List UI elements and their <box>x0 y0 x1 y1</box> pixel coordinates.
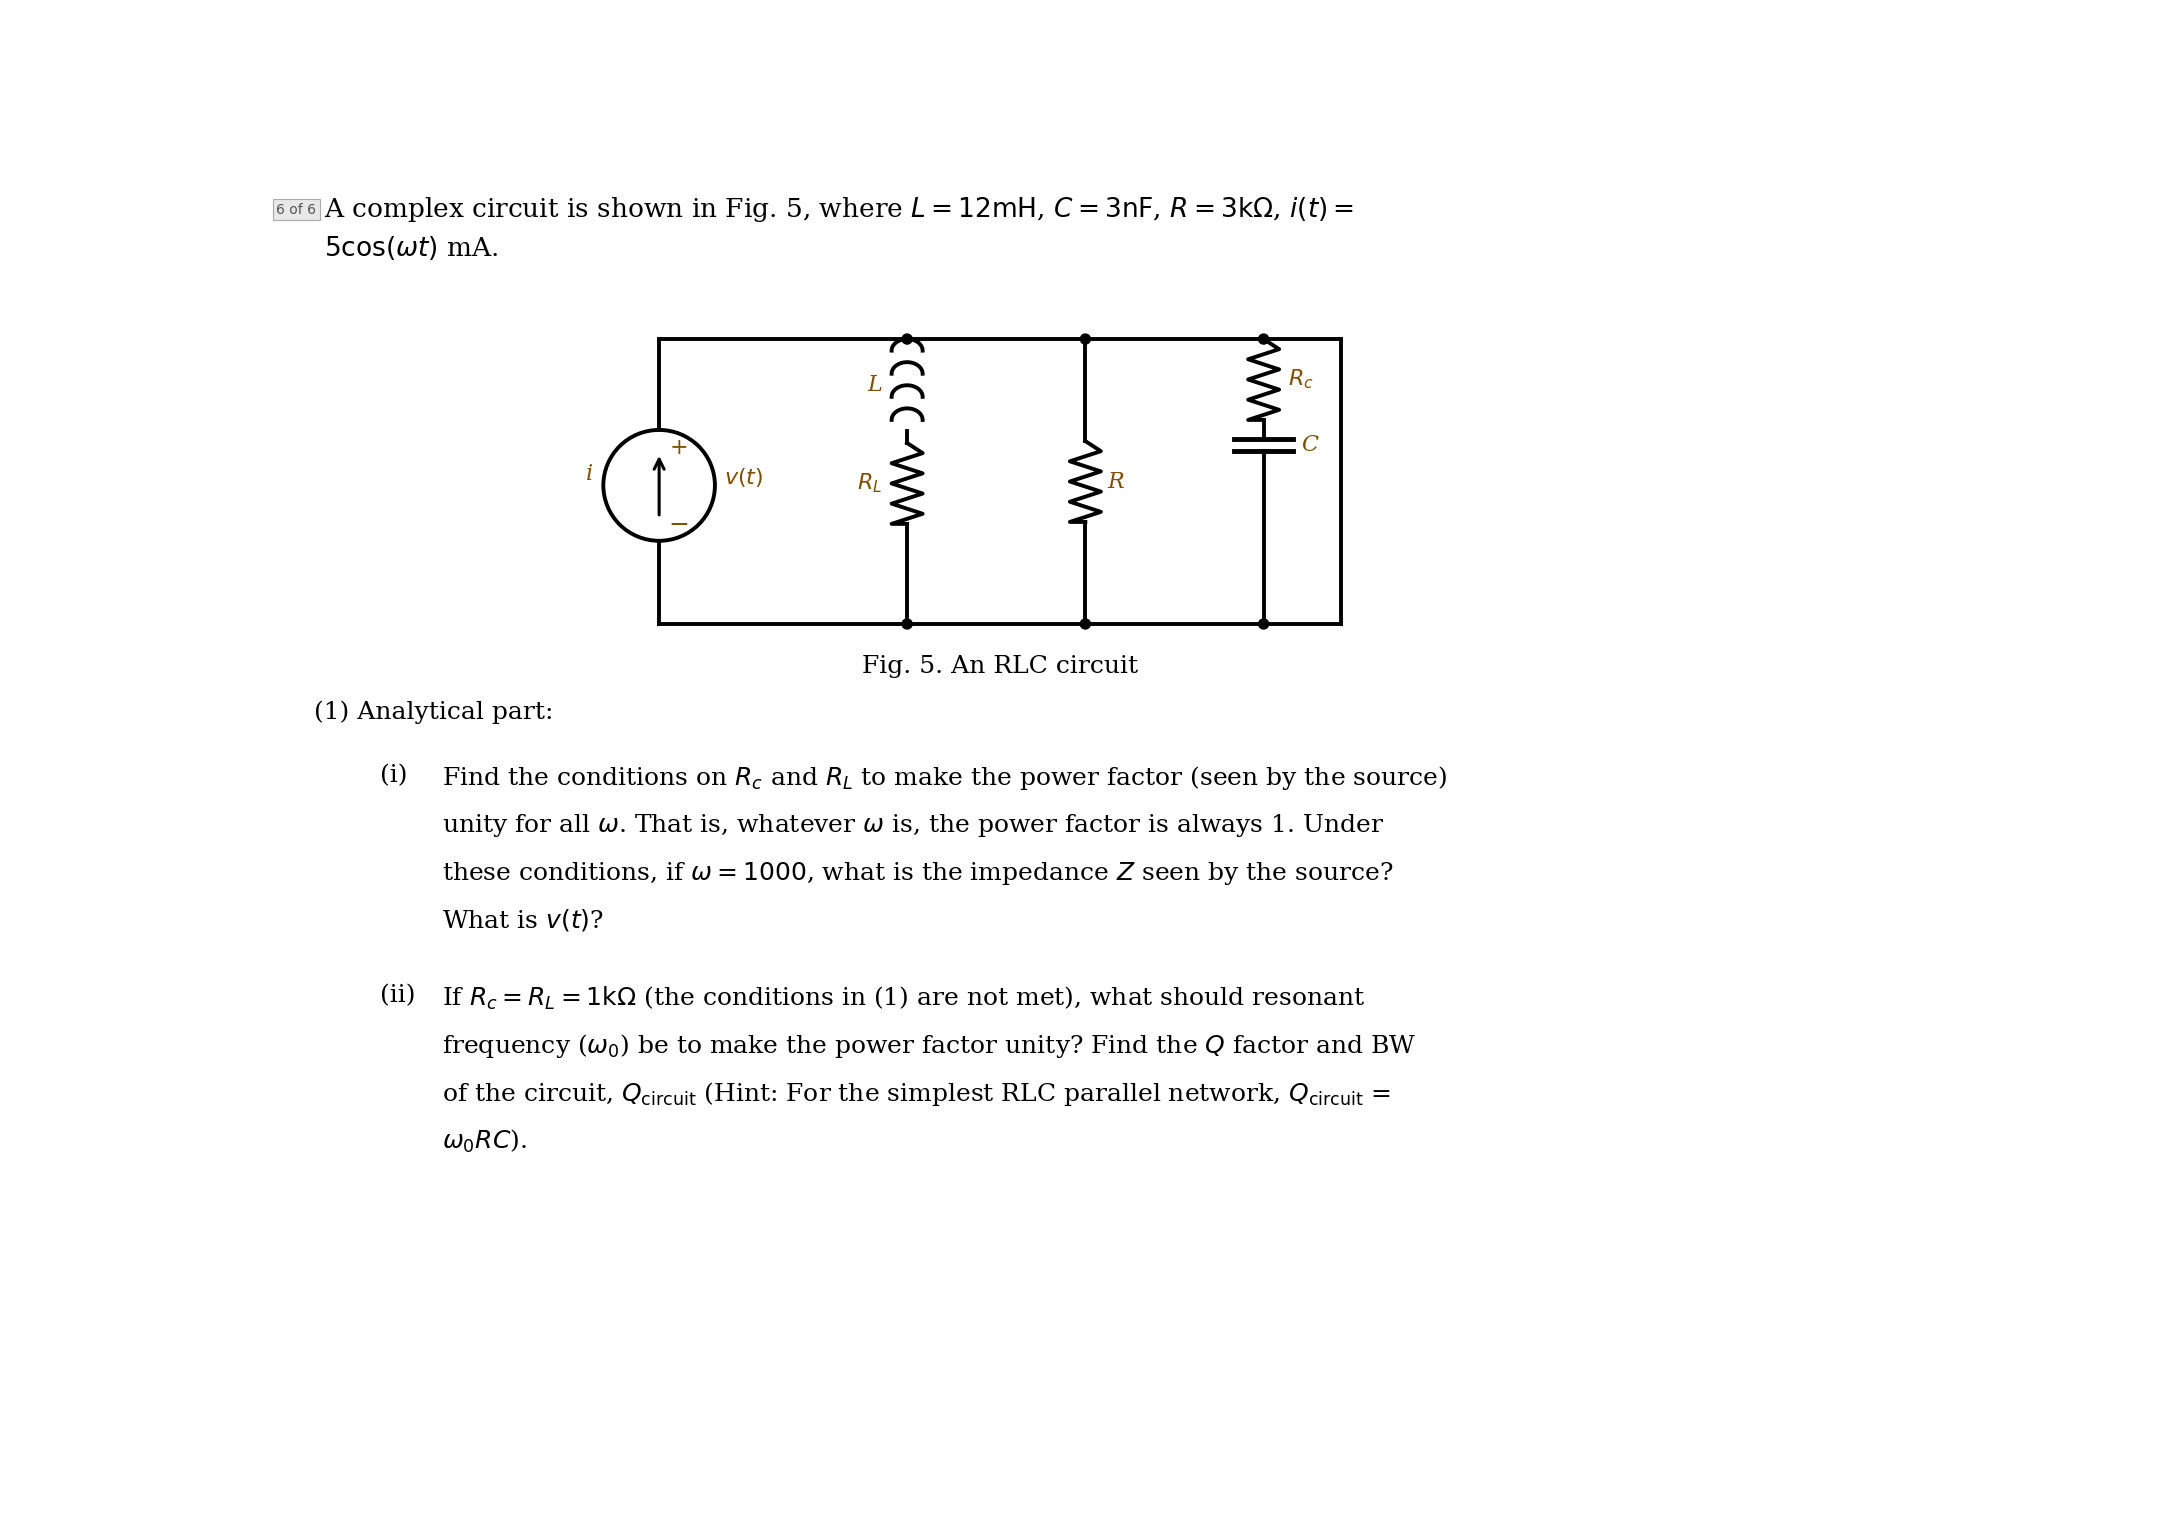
Text: 6 of 6: 6 of 6 <box>276 203 317 216</box>
Circle shape <box>1080 618 1091 629</box>
Circle shape <box>1258 334 1269 344</box>
Text: If $R_c = R_L{=}1\mathrm{k}\Omega$ (the conditions in (1) are not met), what sho: If $R_c = R_L{=}1\mathrm{k}\Omega$ (the … <box>441 984 1365 1011</box>
Text: What is $v(t)$?: What is $v(t)$? <box>441 908 604 934</box>
Text: frequency ($\omega_0$) be to make the power factor unity? Find the $Q$ factor an: frequency ($\omega_0$) be to make the po… <box>441 1033 1417 1060</box>
Circle shape <box>902 334 913 344</box>
Text: A complex circuit is shown in Fig. 5, where $L = 12\mathrm{mH}$, $C = 3\mathrm{n: A complex circuit is shown in Fig. 5, wh… <box>324 195 1354 224</box>
Text: $v(t)$: $v(t)$ <box>724 466 763 489</box>
Text: (i): (i) <box>380 765 409 787</box>
Text: Fig. 5. An RLC circuit: Fig. 5. An RLC circuit <box>863 655 1139 678</box>
Text: −: − <box>667 513 689 538</box>
Circle shape <box>1080 334 1091 344</box>
Text: C: C <box>1302 434 1317 457</box>
Text: these conditions, if $\omega = 1000$, what is the impedance $Z$ seen by the sour: these conditions, if $\omega = 1000$, wh… <box>441 859 1393 886</box>
Text: $\omega_0 RC$).: $\omega_0 RC$). <box>441 1127 528 1154</box>
Text: +: + <box>669 437 689 460</box>
Text: i: i <box>587 463 593 484</box>
Text: (1) Analytical part:: (1) Analytical part: <box>315 701 554 725</box>
Text: of the circuit, $Q_\mathrm{circuit}$ (Hint: For the simplest RLC parallel networ: of the circuit, $Q_\mathrm{circuit}$ (Hi… <box>441 1080 1391 1107</box>
Text: unity for all $\omega$. That is, whatever $\omega$ is, the power factor is alway: unity for all $\omega$. That is, whateve… <box>441 812 1384 839</box>
Text: L: L <box>867 375 882 396</box>
Circle shape <box>1258 618 1269 629</box>
Text: $R_L$: $R_L$ <box>856 472 882 495</box>
Text: (ii): (ii) <box>380 984 415 1007</box>
Circle shape <box>902 618 913 629</box>
Text: $5\cos(\omega t)$ mA.: $5\cos(\omega t)$ mA. <box>324 235 500 262</box>
Text: R: R <box>1106 471 1123 492</box>
Text: $R_c$: $R_c$ <box>1289 367 1315 391</box>
Text: Find the conditions on $R_c$ and $R_L$ to make the power factor (seen by the sou: Find the conditions on $R_c$ and $R_L$ t… <box>441 765 1447 792</box>
